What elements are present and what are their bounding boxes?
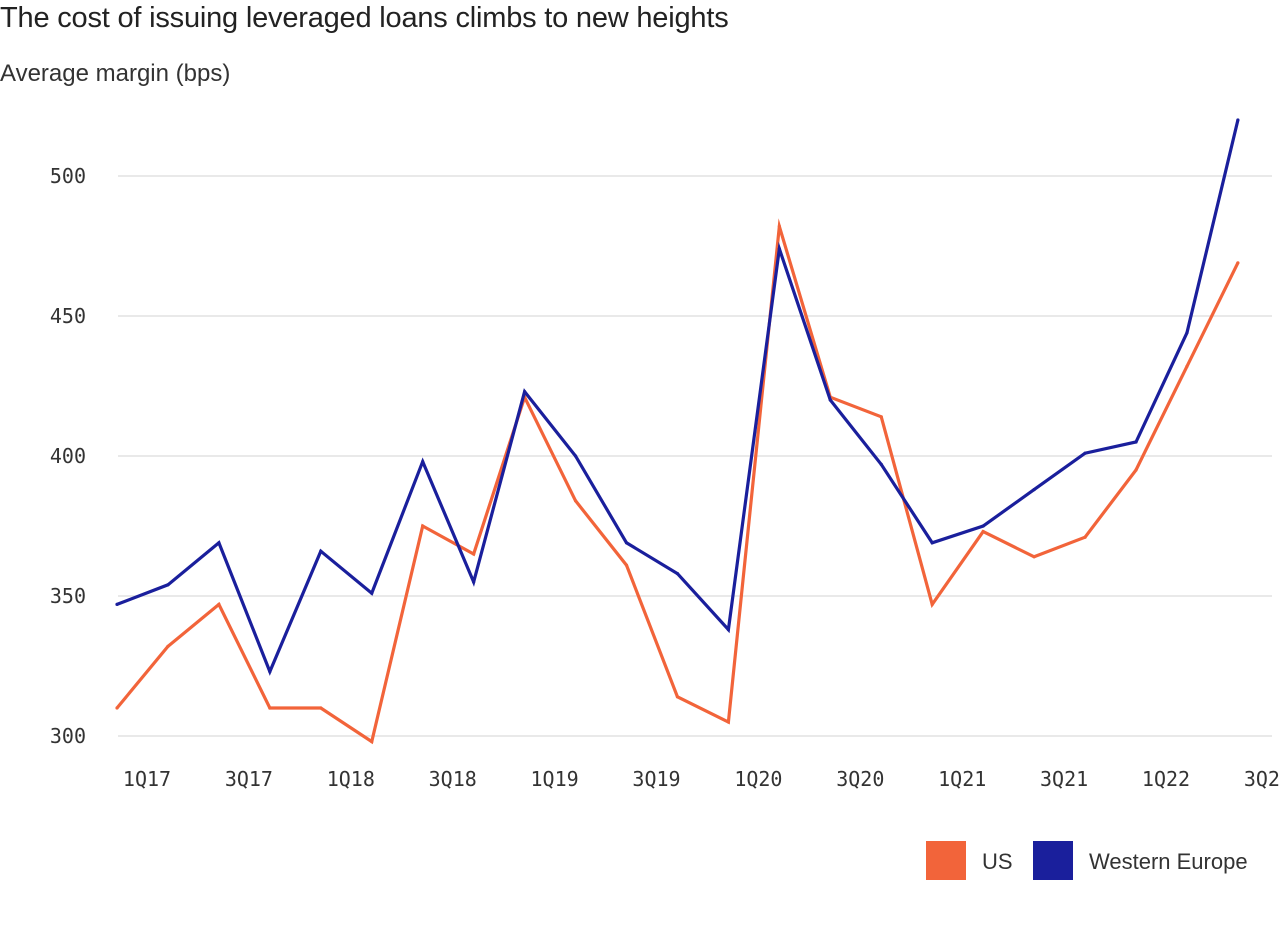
data-point <box>268 670 272 674</box>
data-point <box>1083 535 1087 539</box>
data-point <box>421 460 425 464</box>
data-point <box>981 530 985 534</box>
data-point <box>726 720 731 724</box>
x-tick-label: 1Q18 <box>327 767 375 791</box>
data-point <box>573 499 578 503</box>
data-point <box>472 552 476 556</box>
data-point <box>573 454 578 458</box>
data-point <box>624 563 629 567</box>
data-point <box>115 602 119 607</box>
data-point <box>675 572 680 576</box>
data-point <box>421 524 425 528</box>
data-point <box>115 706 119 710</box>
data-point <box>1134 468 1138 472</box>
x-tick-label: 1Q17 <box>123 767 171 791</box>
chart-title: The cost of issuing leveraged loans clim… <box>0 2 729 34</box>
y-tick-label: 400 <box>50 444 86 468</box>
data-point <box>624 541 629 545</box>
data-point <box>777 224 781 228</box>
data-point <box>879 462 883 466</box>
data-point <box>828 398 832 402</box>
legend-label-1: Western Europe <box>1089 849 1248 874</box>
data-point <box>217 541 221 545</box>
y-tick-label: 450 <box>50 304 86 328</box>
data-point <box>370 740 374 744</box>
x-tick-label: 1Q22 <box>1142 767 1190 791</box>
x-tick-label: 1Q19 <box>531 767 579 791</box>
data-point <box>1236 118 1240 122</box>
data-point <box>1134 440 1138 444</box>
data-point <box>930 541 934 545</box>
data-point <box>1083 451 1087 455</box>
x-tick-label: 3Q17 <box>225 767 273 791</box>
data-point <box>1185 364 1189 368</box>
data-point <box>319 706 323 710</box>
y-axis-label: Average margin (bps) <box>0 60 231 87</box>
legend-swatch-0 <box>926 841 966 880</box>
x-tick-label: 3Q18 <box>429 767 477 791</box>
data-point <box>268 706 272 710</box>
x-tick-label: 3Q21 <box>1040 767 1088 791</box>
data-point <box>166 583 170 587</box>
series-line-0 <box>115 218 1240 745</box>
x-tick-label: 3Q19 <box>632 767 680 791</box>
series-line-1 <box>116 119 1240 676</box>
data-point <box>981 524 985 528</box>
data-point <box>370 591 374 595</box>
legend-label-0: US <box>982 849 1013 874</box>
legend-swatch-1 <box>1033 841 1073 880</box>
data-point <box>879 415 883 419</box>
data-point <box>777 247 781 251</box>
x-tick-label: 3Q22 <box>1244 767 1280 791</box>
data-point <box>523 390 527 394</box>
data-point <box>675 695 680 699</box>
x-tick-label: 1Q21 <box>938 767 986 791</box>
data-point <box>1032 488 1036 492</box>
data-point <box>930 602 934 607</box>
x-tick-label: 1Q20 <box>734 767 782 791</box>
data-point <box>319 549 323 553</box>
data-point <box>726 628 731 632</box>
data-point <box>166 644 170 649</box>
x-tick-label: 3Q20 <box>836 767 884 791</box>
y-tick-label: 300 <box>50 724 86 748</box>
y-tick-label: 500 <box>50 164 86 188</box>
data-point <box>217 602 221 607</box>
data-point <box>1236 261 1240 265</box>
y-tick-label: 350 <box>50 584 86 608</box>
data-point <box>472 580 476 584</box>
data-point <box>1185 331 1189 335</box>
data-point <box>1032 555 1036 559</box>
